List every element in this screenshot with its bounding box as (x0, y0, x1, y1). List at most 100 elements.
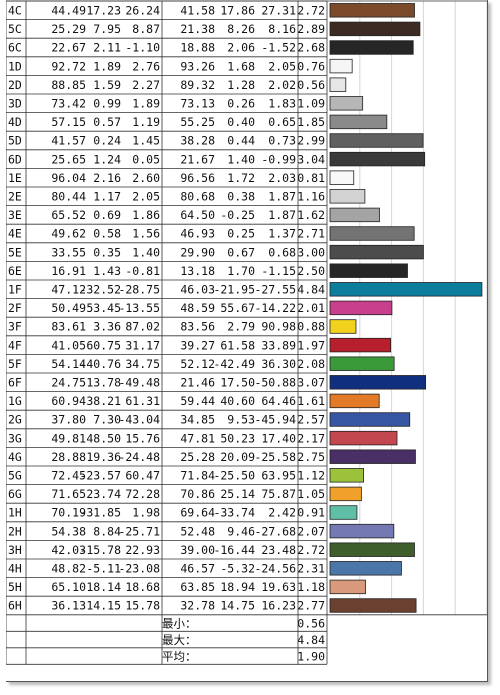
table-cell: -27.55 (254, 283, 296, 297)
table-cell: 36.30 (261, 357, 296, 371)
table-cell: 2.02 (268, 78, 296, 92)
row-id: 5C (8, 22, 22, 36)
table-cell: 60.47 (125, 469, 160, 483)
table-cell: 64.50 (180, 208, 215, 222)
table-cell: 17.23 (86, 4, 121, 18)
row-id: 3G (8, 431, 22, 445)
delta-e-bar (329, 133, 424, 148)
table-cell: -24.48 (118, 450, 160, 464)
table-cell: 2.27 (132, 78, 160, 92)
table-cell: 2.75 (297, 450, 325, 464)
row-id: 5E (8, 245, 22, 259)
table-cell: 60.75 (86, 338, 121, 352)
table-cell: 16.91 (51, 264, 86, 278)
table-cell: -15.78 (79, 543, 121, 557)
row-id: 6D (8, 152, 22, 166)
delta-e-bar (329, 393, 380, 409)
table-cell: 1.05 (297, 487, 325, 501)
table-cell: 1.70 (227, 264, 255, 278)
table-cell: 25.29 (51, 22, 86, 36)
table-cell: 23.48 (261, 543, 296, 557)
table-cell: 18.88 (180, 41, 215, 55)
table-cell: 4.84 (297, 283, 325, 297)
table-cell: 54.14 (51, 357, 86, 371)
delta-e-bar (329, 226, 415, 241)
summary-value: 1.90 (297, 649, 325, 663)
table-cell: -16.44 (213, 543, 255, 557)
table-cell: 1.85 (297, 115, 325, 129)
delta-e-bar (329, 282, 483, 297)
table-cell: 0.56 (297, 78, 325, 92)
table-cell: 92.72 (51, 59, 86, 73)
table-cell: 1.87 (268, 208, 296, 222)
table-cell: 2.72 (297, 4, 325, 18)
delta-e-bar (329, 505, 358, 520)
table-cell: -43.04 (118, 413, 160, 427)
table-cell: 0.38 (227, 190, 255, 204)
row-id: 5D (8, 134, 22, 148)
table-cell: 2.89 (297, 22, 325, 36)
table-cell: 72.28 (125, 487, 160, 501)
table-cell: 46.93 (180, 227, 215, 241)
summary-label: 平均： (162, 649, 197, 663)
table-cell: 18.68 (125, 580, 160, 594)
table-cell: 8.26 (227, 22, 255, 36)
table-cell: 1.40 (132, 245, 160, 259)
delta-e-bar (329, 96, 364, 111)
table-cell: 0.65 (268, 115, 296, 129)
table-cell: 21.38 (180, 22, 215, 36)
summary-label: 最大： (162, 633, 197, 647)
table-cell: 26.24 (125, 4, 160, 18)
table-cell: 32.78 (180, 599, 215, 613)
table-cell: 2.01 (297, 301, 325, 315)
row-id: 5H (8, 580, 22, 594)
delta-e-bar (329, 337, 392, 353)
table-cell: 17.50 (220, 376, 255, 390)
delta-e-bar (329, 449, 416, 464)
table-cell: 2.57 (297, 413, 325, 427)
table-cell: -25.50 (213, 469, 255, 483)
table-cell: 21.46 (180, 376, 215, 390)
table-cell: 49.62 (51, 227, 86, 241)
table-cell: 2.68 (297, 41, 325, 55)
row-id: 4C (8, 4, 22, 18)
summary-value: 4.84 (297, 633, 325, 647)
table-cell: -49.48 (118, 376, 160, 390)
row-id: 1E (8, 171, 22, 185)
table-cell: 33.55 (51, 245, 86, 259)
table-cell: 23.74 (86, 487, 121, 501)
table-cell: 8.87 (132, 22, 160, 36)
table-cell: 13.18 (180, 264, 215, 278)
table-cell: 39.00 (180, 543, 215, 557)
row-id: 3E (8, 208, 22, 222)
table-cell: 1.89 (93, 59, 121, 73)
table-cell: 2.50 (297, 264, 325, 278)
table-cell: 46.57 (180, 562, 215, 576)
table-cell: 61.31 (125, 394, 160, 408)
delta-e-bar (329, 319, 357, 334)
table-cell: 0.05 (132, 152, 160, 166)
table-cell: -23.57 (79, 469, 121, 483)
table-cell: 60.94 (51, 394, 86, 408)
delta-e-bar (329, 263, 408, 278)
table-cell: 41.05 (51, 338, 86, 352)
row-id: 4H (8, 562, 22, 576)
table-cell: -0.81 (125, 264, 160, 278)
table-cell: -28.75 (118, 283, 160, 297)
table-cell: 13.78 (86, 376, 121, 390)
table-cell: 20.09 (220, 450, 255, 464)
delta-e-bar (329, 77, 347, 92)
row-id: 1H (8, 506, 22, 520)
table-cell: 46.03 (180, 283, 215, 297)
table-cell: 39.27 (180, 338, 215, 352)
row-id: 4E (8, 227, 22, 241)
table-cell: 1.19 (132, 115, 160, 129)
table-cell: 0.73 (268, 134, 296, 148)
table-cell: 63.85 (180, 580, 215, 594)
table-cell: 22.93 (125, 543, 160, 557)
table-cell: 54.38 (51, 524, 86, 538)
row-id: 2G (8, 413, 22, 427)
row-id: 3D (8, 97, 22, 111)
table-cell: 31.17 (125, 338, 160, 352)
table-cell: 52.48 (180, 524, 215, 538)
